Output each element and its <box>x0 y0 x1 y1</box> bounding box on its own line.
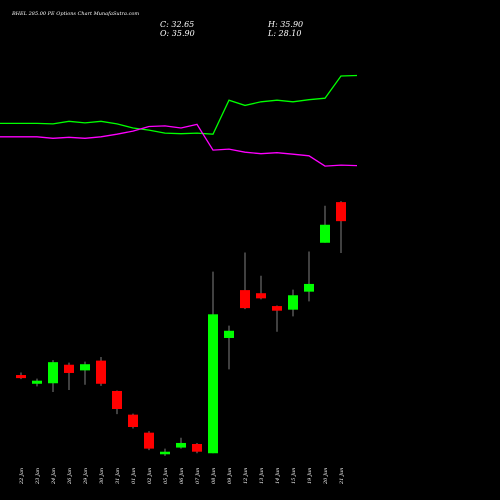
close-readout: C: 32.65 <box>160 20 195 29</box>
candle-body <box>208 314 218 454</box>
candle-body <box>144 432 154 449</box>
x-tick-label: 30 Jan <box>99 468 105 484</box>
candle-body <box>192 443 202 452</box>
x-tick-label: 13 Jun <box>259 468 265 484</box>
candle-body <box>272 306 282 311</box>
x-axis-labels: 22 Jan 23 Jan 24 Jan 26 Jan 29 Jan 30 Jan 31 J… <box>19 468 345 485</box>
candles <box>16 201 346 456</box>
x-tick-label: 23 Jan <box>35 468 41 485</box>
indicator-line-1 <box>0 74 358 135</box>
candle-body <box>256 293 266 299</box>
x-tick-label: 12 Jun <box>243 468 249 484</box>
candle-body <box>96 360 106 384</box>
candle-body <box>80 364 90 371</box>
x-tick-label: 20 Jun <box>323 468 329 485</box>
candle-body <box>160 451 170 455</box>
candle-body <box>176 442 186 448</box>
candle-body <box>48 362 58 384</box>
x-tick-label: 15 Jun <box>291 468 297 484</box>
x-tick-label: 29 Jan <box>83 468 89 485</box>
x-tick-label: 19 Jun <box>307 468 313 484</box>
open-readout: O: 35.90 <box>160 29 195 38</box>
x-tick-label: 05 Jun <box>163 468 169 484</box>
x-tick-label: 06 Jun <box>179 468 185 484</box>
x-tick-label: 09 Jun <box>227 468 233 484</box>
x-tick-label: 01 Jun <box>131 468 137 484</box>
x-tick-label: 31 Jan <box>115 468 121 484</box>
candle-body <box>16 375 26 379</box>
low-readout: L: 28.10 <box>268 29 302 38</box>
x-tick-label: 21 Jun <box>339 468 345 485</box>
candle-body <box>320 224 330 243</box>
candle-body <box>128 414 138 428</box>
x-tick-label: 02 Jun <box>147 468 153 484</box>
x-tick-label: 07 Jun <box>195 468 201 484</box>
candle-body <box>304 283 314 292</box>
x-tick-label: 22 Jan <box>19 468 25 485</box>
chart-title: BHEL 285.00 PE Options Chart MunafaSutra… <box>12 11 140 17</box>
x-tick-label: 14 Jun <box>275 468 281 484</box>
candle-body <box>224 330 234 338</box>
indicator-line-2 <box>0 123 358 167</box>
candle-body <box>112 390 122 409</box>
candle-body <box>336 202 346 222</box>
x-tick-label: 08 Jun <box>211 468 217 484</box>
candle-body <box>240 290 250 309</box>
x-tick-label: 24 Jan <box>51 468 57 485</box>
candle-body <box>32 380 42 384</box>
indicator-lines <box>0 74 358 167</box>
candle-body <box>288 295 298 310</box>
high-readout: H: 35.90 <box>268 20 304 29</box>
x-tick-label: 26 Jan <box>67 468 73 485</box>
candle-body <box>64 364 74 373</box>
